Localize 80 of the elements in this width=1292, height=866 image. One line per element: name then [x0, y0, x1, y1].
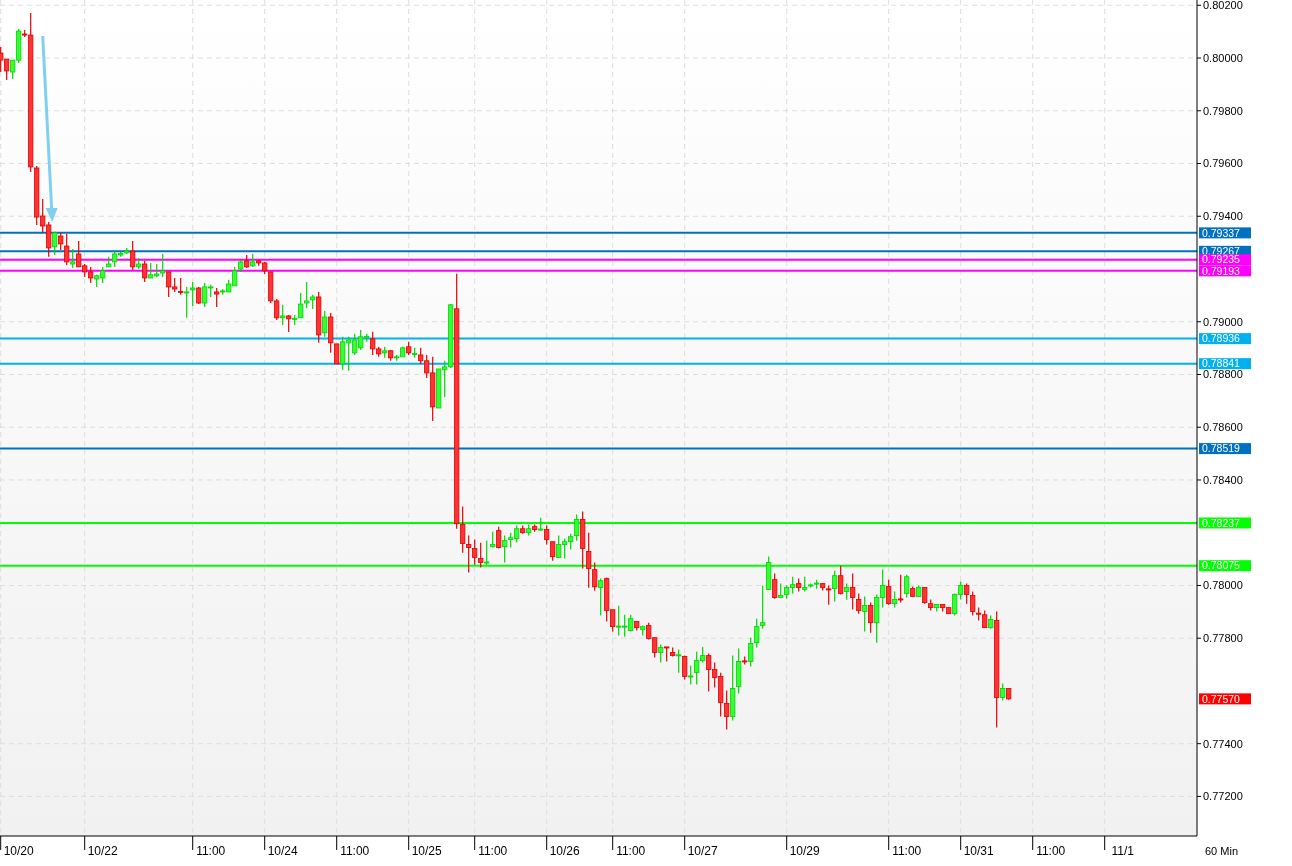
x-tick-label: 10/22 [87, 844, 119, 858]
candlestick [688, 665, 694, 686]
text: 0.77570 [1202, 692, 1241, 705]
y-tick-label: 0.79600 [1203, 157, 1243, 170]
text: 60 Min [1205, 845, 1239, 857]
candlestick [214, 287, 220, 308]
candlestick [772, 573, 778, 600]
candlestick [496, 526, 502, 550]
candlestick [748, 637, 754, 668]
x-tick-label: 11:00 [478, 844, 508, 858]
candlestick [550, 541, 556, 562]
candlestick [574, 513, 580, 542]
candlestick [826, 584, 832, 606]
candlestick [898, 574, 904, 604]
candlestick [760, 584, 766, 630]
candlestick [544, 525, 550, 546]
y-tick-label: 0.80200 [1203, 0, 1243, 12]
x-tick-label: 10/26 [549, 844, 581, 858]
candlestick [754, 618, 760, 649]
candlestick [70, 248, 76, 269]
y-tick-label: 0.77400 [1203, 737, 1243, 750]
candlestick [322, 310, 328, 338]
y-tick-label: 0.78800 [1203, 368, 1243, 381]
y-tick-label: 0.79400 [1203, 210, 1243, 223]
y-tick-label: 0.79000 [1203, 315, 1243, 328]
ref-line-label: 0.78519 [1202, 442, 1241, 455]
y-tick-label: 0.79800 [1203, 104, 1243, 117]
y-tick-label: 0.80000 [1203, 51, 1243, 64]
candlestick [868, 602, 874, 634]
candlestick [472, 538, 478, 566]
candlestick [964, 583, 970, 605]
y-tick-label: 0.77800 [1203, 632, 1243, 645]
x-tick-label: 10/25 [411, 844, 443, 858]
candlestick [970, 590, 976, 617]
x-tick-label: 11/1 [1111, 844, 1135, 858]
ref-line-label: 0.78841 [1202, 357, 1241, 370]
candlestick [184, 286, 190, 319]
candlestick [190, 281, 196, 307]
x-tick-label: 11:00 [340, 844, 370, 858]
y-tick-label: 0.77200 [1203, 790, 1243, 803]
candlestick [460, 506, 466, 554]
candlestick [142, 260, 148, 283]
candlestick [598, 578, 604, 617]
candlestick [862, 595, 868, 633]
ref-line-label: 0.79193 [1202, 264, 1241, 277]
candlestick [838, 565, 844, 596]
candlestick [466, 535, 472, 574]
y-tick-label: 0.78400 [1203, 473, 1243, 486]
ref-line-label: 0.78936 [1202, 332, 1241, 345]
candlestick [334, 343, 340, 365]
y-tick-label: 0.78000 [1203, 579, 1243, 592]
candlestick [64, 233, 70, 266]
candlestick [856, 592, 862, 615]
x-tick-label: 11:00 [616, 844, 646, 858]
candlestick [502, 535, 508, 564]
ref-line-label: 0.79267 [1202, 245, 1241, 257]
ref-line-label: 0.79337 [1202, 226, 1241, 239]
candlestick [676, 648, 682, 674]
x-tick-label: 10/29 [789, 844, 821, 858]
x-tick-label: 10/24 [267, 844, 299, 858]
candlestick [130, 240, 136, 271]
candlestick [850, 573, 856, 611]
x-tick-label: 11:00 [196, 844, 226, 858]
x-tick-label: 11:00 [892, 844, 922, 858]
ref-line-label: 0.78075 [1202, 559, 1241, 572]
candlestick [724, 689, 730, 731]
candlestick [832, 570, 838, 603]
candlestick [586, 532, 592, 589]
x-tick-label: 10/20 [3, 844, 35, 858]
x-tick-label: 10/31 [963, 844, 995, 858]
candlestick [592, 561, 598, 592]
candlestick [886, 579, 892, 606]
ref-line-label: 0.78237 [1202, 516, 1241, 529]
candlestick [478, 542, 484, 569]
x-tick-label: 10/27 [687, 844, 719, 858]
candlestick [904, 574, 910, 599]
y-tick-label: 0.78600 [1203, 421, 1243, 434]
candlestick [280, 304, 286, 326]
candlestick [484, 540, 490, 566]
x-tick-label: 11:00 [1036, 844, 1066, 858]
